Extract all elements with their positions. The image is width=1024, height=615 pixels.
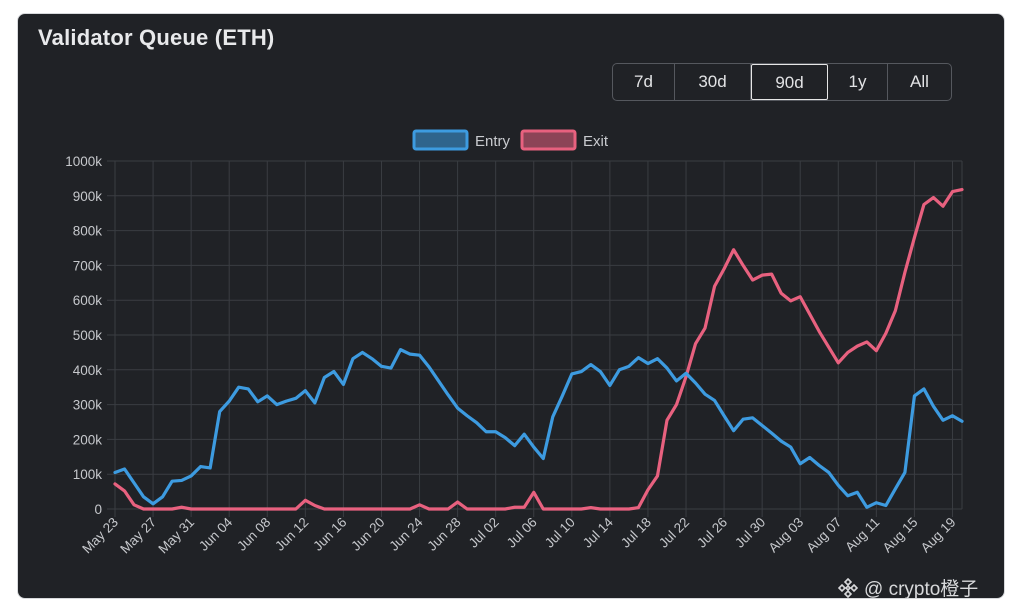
grid [107,160,963,517]
legend-swatch-exit[interactable] [520,129,577,151]
y-tick-label: 600k [73,293,103,308]
legend[interactable]: Entry Exit [412,129,609,151]
x-tick-label: Jul 14 [580,514,616,550]
x-tick-label: Aug 11 [842,515,882,555]
y-tick-label: 100k [73,467,103,482]
series-line-entry [113,348,964,509]
y-tick-label: 800k [73,224,103,239]
x-tick-label: Jul 02 [466,515,502,551]
x-tick-label: Aug 19 [918,515,959,556]
x-tick-label: May 23 [79,515,121,557]
watermark-text: @ crypto橙子 [864,579,979,600]
range-button-90d[interactable]: 90d [751,64,828,100]
y-tick-label: 1000k [65,154,102,169]
y-tick-label: 0 [94,502,102,517]
chart-card [17,13,1005,599]
y-tick-label: 500k [73,328,103,343]
time-range-selector: 7d 30d 90d 1y All [612,63,952,101]
legend-label-exit[interactable]: Exit [583,133,609,150]
y-tick-label: 400k [73,363,103,378]
range-button-7d[interactable]: 7d [613,64,675,100]
series-lines [113,187,964,511]
watermark: @ crypto橙子 [837,574,979,601]
series-line-exit [113,187,964,511]
x-tick-label: Jun 04 [196,514,236,554]
x-tick-label: Jul 06 [504,515,540,551]
diamond-logo-icon [837,577,859,598]
x-tick-label: Jun 12 [272,515,311,554]
x-tick-label: Jun 28 [424,515,463,554]
x-tick-label: Jul 26 [694,515,730,551]
x-tick-label: May 31 [155,515,197,557]
x-tick-label: Jun 24 [386,514,426,554]
legend-label-entry[interactable]: Entry [475,133,511,150]
chart-title: Validator Queue (ETH) [38,25,275,50]
x-tick-label: Aug 15 [880,515,921,556]
range-button-30d[interactable]: 30d [675,64,751,100]
x-tick-label: Aug 03 [765,515,806,556]
y-tick-label: 900k [73,189,103,204]
axes: 0 100k 200k 300k 400k 500k 600k 700k 800k 900k 100… [65,154,958,556]
x-tick-label: Jul 10 [542,515,578,551]
x-tick-label: Jun 16 [310,515,349,554]
x-tick-label: Jun 20 [348,515,387,554]
x-tick-label: Aug 07 [804,515,845,556]
range-button-all[interactable]: All [910,72,929,91]
x-tick-label: Jul 18 [618,515,654,551]
x-tick-label: Jul 30 [732,515,768,551]
y-tick-label: 200k [73,432,103,447]
y-tick-label: 300k [73,398,103,413]
legend-swatch-entry[interactable] [412,129,469,151]
range-button-1y[interactable]: 1y [828,64,888,100]
x-tick-label: Jul 22 [656,515,692,551]
x-tick-label: Jun 08 [234,515,273,554]
y-tick-label: 700k [73,258,103,273]
x-tick-label: May 27 [117,515,159,557]
